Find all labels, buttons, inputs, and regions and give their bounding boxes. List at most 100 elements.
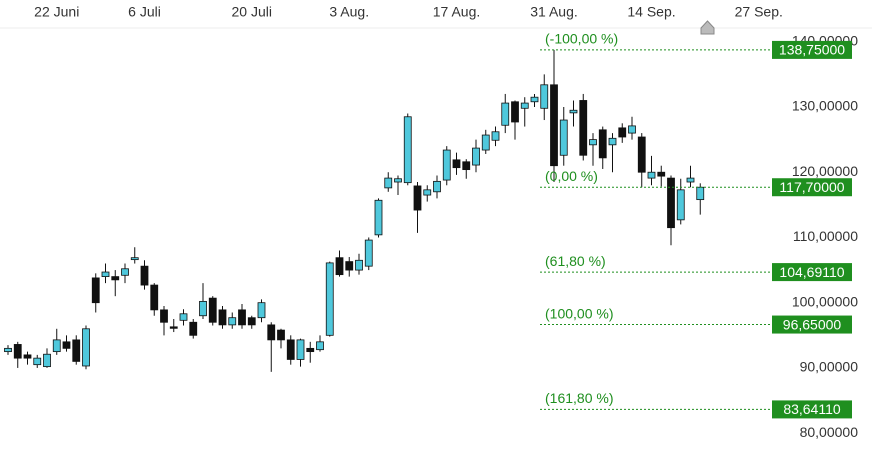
candle-body [481, 134, 490, 151]
candle-body [589, 139, 597, 146]
candle-body [43, 353, 51, 368]
candle-body [637, 136, 646, 173]
candle-body [13, 344, 22, 359]
x-tick-label: 22 Juni [34, 4, 79, 20]
candle-body [442, 149, 451, 181]
candle-body [345, 261, 354, 271]
candle-body [423, 189, 432, 196]
fib-label: (0,00 %) [545, 168, 598, 184]
candle-body [676, 189, 685, 221]
fib-label: (161,80 %) [545, 390, 613, 406]
y-tick-label: 90,00000 [800, 359, 859, 375]
candle-body [306, 347, 315, 353]
candle-body [121, 268, 129, 276]
y-tick-label: 80,00000 [800, 424, 859, 440]
price-box [772, 178, 852, 197]
x-tick-label: 31 Aug. [530, 4, 578, 20]
candle-body [189, 321, 198, 336]
candle-body [199, 300, 207, 317]
candle-body [384, 177, 393, 189]
candle-body [62, 341, 71, 349]
candle-body [559, 119, 568, 156]
candle-body [647, 171, 656, 179]
candle-body [160, 309, 168, 323]
candle-body [218, 309, 227, 326]
x-tick-label: 17 Aug. [433, 4, 481, 20]
candle-body [540, 84, 549, 109]
candle-body [579, 100, 588, 156]
candle-body [169, 326, 178, 329]
price-label: 83,64110 [783, 401, 841, 417]
candle-body [257, 302, 266, 319]
candle-body [413, 185, 422, 211]
y-tick-label: 130,00000 [792, 98, 858, 114]
candle-body [150, 284, 159, 311]
candle-body [247, 317, 256, 326]
price-box [772, 263, 852, 282]
candle-body [23, 354, 32, 359]
candle-body [452, 159, 461, 169]
candle-body [267, 324, 276, 341]
price-box [772, 400, 852, 419]
x-tick-label: 20 Juli [232, 4, 272, 20]
x-tick-label: 3 Aug. [329, 4, 369, 20]
price-label: 138,75000 [779, 42, 845, 58]
candle-body [238, 309, 246, 326]
candle-body [140, 265, 149, 286]
candle-body [179, 313, 188, 321]
candle-body [550, 84, 558, 167]
candle-body [686, 177, 695, 183]
candle-body [667, 177, 675, 229]
candle-body [394, 178, 402, 183]
candle-body [101, 271, 110, 278]
fib-label: (-100,00 %) [545, 31, 618, 47]
candle-body [657, 171, 666, 177]
candle-body [618, 127, 627, 138]
candle-body [296, 339, 305, 360]
candle-body [316, 341, 324, 351]
candle-body [208, 297, 217, 323]
candle-body [33, 357, 42, 366]
candle-body [433, 180, 441, 193]
fib-label: (61,80 %) [545, 253, 606, 269]
candle-body [335, 257, 344, 276]
candle-body [82, 328, 90, 367]
x-tick-label: 14 Sep. [627, 4, 675, 20]
candle-body [530, 96, 539, 103]
x-tick-label: 27 Sep. [735, 4, 783, 20]
candle-body [228, 317, 237, 326]
price-box [772, 315, 852, 334]
y-tick-label: 100,00000 [792, 293, 858, 309]
fib-label: (100,00 %) [545, 305, 613, 321]
x-tick-label: 6 Juli [128, 4, 161, 20]
candle-body [4, 347, 12, 353]
candle-body [325, 262, 334, 336]
candle-body [72, 339, 81, 362]
candle-body [501, 102, 510, 126]
candle-body [598, 129, 607, 159]
price-box [772, 40, 852, 59]
scroll-marker[interactable] [700, 20, 715, 35]
candle-body [91, 277, 100, 304]
candle-body [569, 109, 578, 114]
candle-body [277, 329, 285, 341]
candle-body [355, 259, 363, 271]
candle-body [286, 339, 295, 360]
candle-body [130, 257, 139, 261]
candle-body [111, 276, 120, 281]
price-label: 104,69110 [779, 264, 844, 280]
price-label: 117,70000 [779, 179, 844, 195]
candle-body [472, 147, 480, 166]
candle-body [364, 239, 373, 267]
y-tick-label: 120,00000 [792, 163, 858, 179]
candle-body [628, 125, 636, 134]
y-tick-label: 110,00000 [793, 228, 858, 244]
candle-body [374, 199, 383, 236]
candle-body [608, 137, 617, 146]
candle-body [462, 161, 471, 171]
candle-body [491, 131, 500, 141]
candle-body [696, 186, 705, 201]
candle-body [52, 339, 61, 353]
price-label: 96,65000 [783, 316, 842, 332]
